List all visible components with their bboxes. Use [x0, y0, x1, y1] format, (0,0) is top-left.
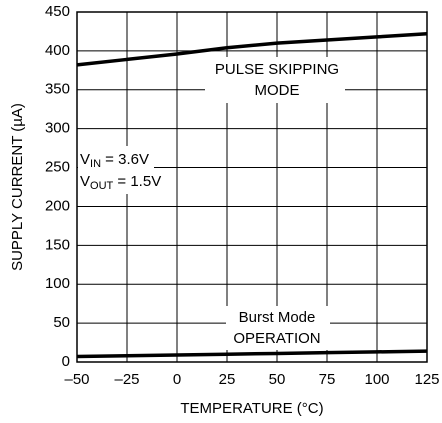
annotation: PULSE SKIPPING — [215, 61, 339, 78]
y-axis-label: SUPPLY CURRENT (µA) — [9, 103, 26, 271]
y-tick-label: 150 — [45, 236, 70, 253]
annotation-part: = 1.5V — [113, 173, 161, 190]
x-tick-label: 50 — [269, 371, 286, 388]
annotation: OPERATION — [233, 330, 320, 347]
annotation: VOUT = 1.5V — [80, 173, 161, 192]
annotation-part: IN — [90, 158, 101, 170]
annotation-part: V — [80, 151, 90, 168]
annotation: MODE — [255, 82, 300, 99]
annotation-background — [205, 57, 345, 103]
y-tick-label: 400 — [45, 42, 70, 59]
x-tick-label: –25 — [114, 371, 139, 388]
y-tick-label: 200 — [45, 197, 70, 214]
x-axis-label: TEMPERATURE (°C) — [180, 400, 323, 417]
y-tick-label: 450 — [45, 3, 70, 20]
annotation: Burst Mode — [239, 309, 316, 326]
annotation: VIN = 3.6V — [80, 151, 149, 170]
data-line — [76, 349, 428, 359]
annotation-part: = 3.6V — [101, 151, 149, 168]
data-line — [76, 32, 428, 67]
y-tick-label: 350 — [45, 81, 70, 98]
x-tick-label: 75 — [319, 371, 336, 388]
plot-frame — [76, 11, 428, 363]
x-tick-label: 125 — [414, 371, 439, 388]
y-tick-label: 250 — [45, 159, 70, 176]
y-tick-label: 100 — [45, 275, 70, 292]
annotation-background — [78, 146, 154, 194]
y-tick-label: 0 — [62, 353, 70, 370]
annotation-part: OUT — [90, 180, 114, 192]
y-tick-label: 300 — [45, 120, 70, 137]
annotation-background — [226, 306, 330, 350]
x-tick-label: –50 — [64, 371, 89, 388]
x-tick-label: 100 — [364, 371, 389, 388]
x-tick-label: 0 — [173, 371, 181, 388]
y-tick-label: 50 — [53, 314, 70, 331]
annotation-part: V — [80, 173, 90, 190]
x-tick-label: 25 — [219, 371, 236, 388]
